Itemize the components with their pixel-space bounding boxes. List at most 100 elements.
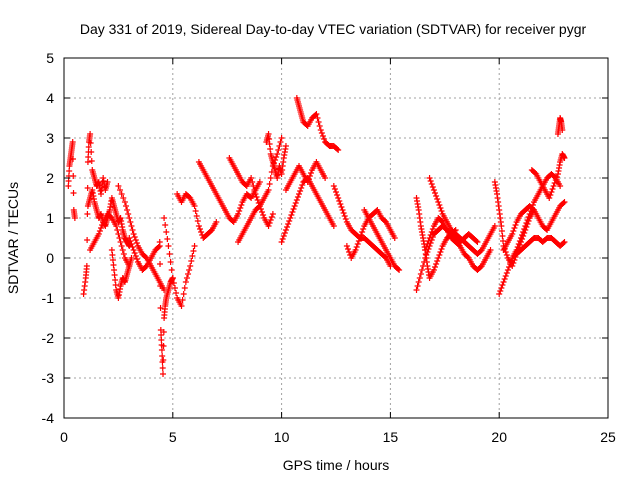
data-point: [429, 184, 436, 190]
data-point: [290, 206, 297, 212]
series-sat-t: [361, 207, 403, 273]
data-point: [339, 207, 346, 213]
x-tick-label: 5: [169, 429, 177, 445]
data-point: [353, 244, 360, 250]
y-tick-label: -2: [42, 330, 55, 346]
data-point: [525, 214, 532, 220]
data-point: [519, 232, 526, 238]
y-tick-label: 0: [46, 250, 54, 266]
data-point: [432, 264, 439, 270]
data-point: [273, 154, 280, 160]
data-point: [84, 211, 91, 217]
series-sat-a: [65, 139, 78, 221]
data-point: [319, 133, 326, 139]
data-point: [552, 177, 559, 183]
data-point: [354, 241, 361, 247]
data-point: [289, 209, 296, 215]
data-point: [504, 267, 511, 273]
data-point: [436, 252, 443, 258]
data-point: [84, 237, 91, 243]
data-point: [69, 139, 76, 145]
data-point: [549, 186, 556, 192]
data-point: [437, 205, 444, 211]
data-point: [334, 146, 341, 152]
data-point: [190, 248, 197, 254]
data-point: [279, 236, 286, 242]
data-point: [180, 291, 187, 297]
data-point: [124, 207, 131, 213]
series-sat-w: [422, 215, 494, 273]
data-point: [128, 241, 135, 247]
data-point: [129, 244, 136, 250]
data-point: [505, 264, 512, 270]
data-point: [428, 229, 435, 235]
data-point: [128, 255, 135, 261]
data-point: [315, 119, 322, 125]
data-point: [168, 267, 175, 273]
data-point: [428, 181, 435, 187]
data-point: [95, 231, 102, 237]
data-point: [118, 243, 125, 249]
data-point: [438, 246, 445, 252]
data-point: [192, 208, 199, 214]
data-point: [193, 213, 200, 219]
data-point: [417, 271, 424, 277]
data-point: [306, 173, 313, 179]
data-point: [561, 199, 568, 205]
data-point: [415, 279, 422, 285]
x-tick-label: 20: [491, 429, 507, 445]
x-tick-label: 10: [274, 429, 290, 445]
data-point: [71, 215, 78, 221]
data-point: [198, 229, 205, 235]
data-point: [88, 158, 95, 164]
data-point: [512, 222, 519, 228]
data-point: [155, 244, 162, 250]
data-point: [487, 247, 494, 253]
data-point: [333, 189, 339, 195]
plot-frame: [63, 57, 609, 419]
data-point: [285, 221, 292, 227]
data-point: [132, 253, 139, 259]
data-point: [296, 191, 303, 197]
data-point: [170, 280, 177, 286]
y-tick-label: -4: [42, 410, 55, 426]
data-point: [503, 252, 510, 258]
data-point: [274, 151, 281, 157]
data-point: [434, 196, 441, 202]
data-point: [115, 231, 122, 237]
data-point: [524, 217, 531, 223]
data-point: [297, 188, 304, 194]
series-sat-ab: [513, 235, 568, 257]
data-point: [278, 239, 285, 245]
data-point: [133, 240, 140, 246]
data-point: [423, 244, 430, 250]
data-point: [337, 201, 344, 207]
data-point: [395, 266, 402, 272]
data-point: [178, 303, 185, 309]
data-point: [433, 193, 440, 199]
data-point: [500, 279, 507, 285]
data-point: [427, 232, 434, 238]
data-point: [426, 235, 433, 241]
data-point: [97, 225, 104, 231]
data-point: [425, 238, 432, 244]
data-point: [125, 211, 132, 217]
data-point: [423, 252, 430, 258]
data-point: [299, 182, 306, 188]
data-point: [113, 223, 120, 229]
data-point: [282, 227, 289, 233]
data-point: [509, 231, 516, 237]
data-point: [322, 175, 329, 181]
data-point: [499, 282, 506, 288]
data-point: [249, 179, 256, 185]
data-point: [515, 241, 522, 247]
data-point: [265, 187, 272, 193]
data-point: [118, 191, 125, 197]
data-point: [291, 203, 298, 209]
data-point: [491, 223, 498, 229]
data-point: [120, 251, 127, 257]
series-sat-i: [161, 215, 198, 309]
data-point: [433, 261, 440, 267]
data-point: [268, 214, 275, 220]
